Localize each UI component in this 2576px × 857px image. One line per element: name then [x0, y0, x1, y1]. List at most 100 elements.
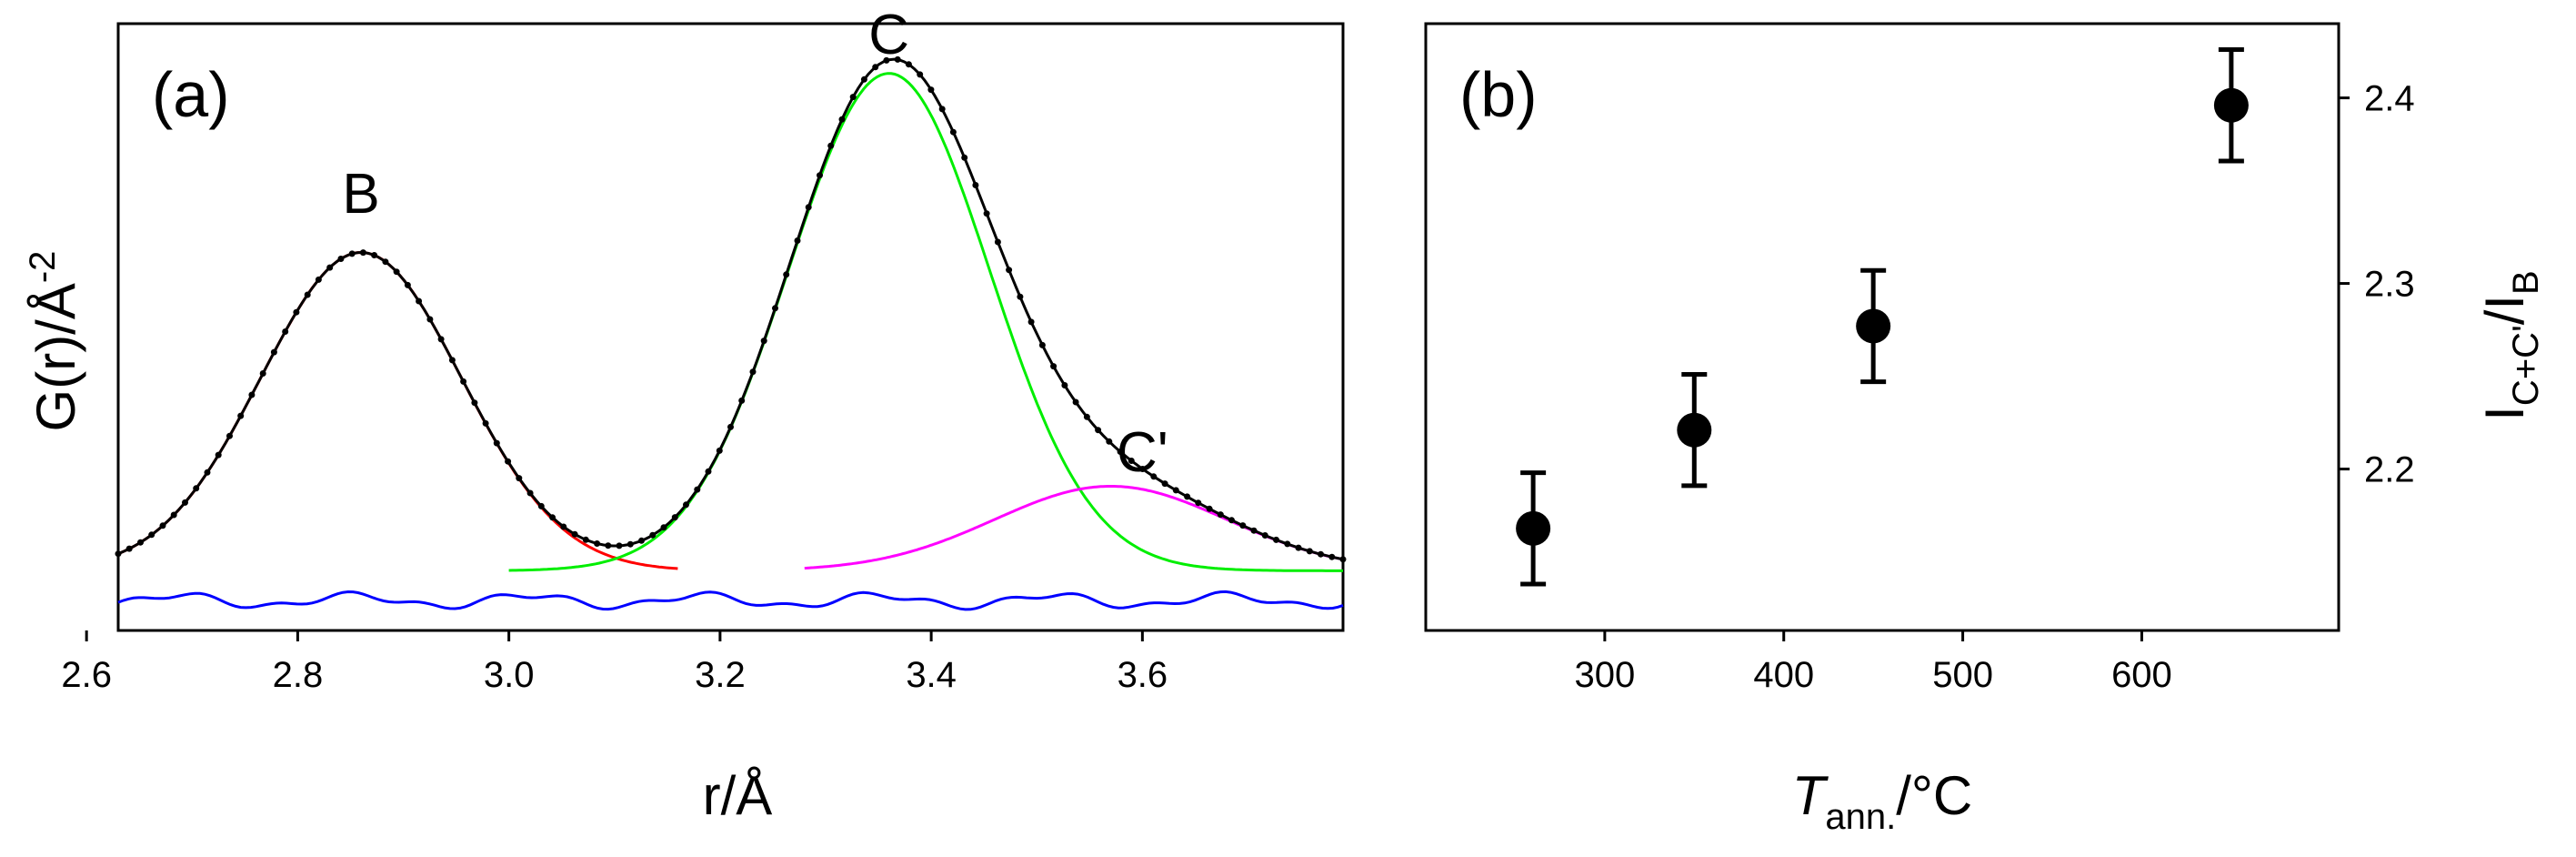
data-point — [315, 276, 322, 283]
data-point — [1061, 382, 1068, 388]
data-point — [393, 268, 400, 276]
data-point — [1284, 540, 1291, 548]
data-point — [516, 475, 523, 482]
data-point — [437, 336, 445, 343]
data-point — [894, 55, 901, 63]
panel-b: 300 400 500 600 2.2 2.3 2.4 (b) Tann./°C IC+C… — [1424, 22, 2546, 837]
scatter-point — [1856, 267, 1891, 385]
curve-experimental — [117, 57, 1344, 561]
data-marker — [1516, 510, 1551, 546]
panel-b-frame — [1424, 22, 2340, 632]
panel-a-y-axis-label: G(r)/Å-2 — [23, 251, 86, 432]
curve-b — [117, 250, 678, 570]
data-point — [282, 328, 289, 335]
panel-b-y-ticks: 2.2 2.3 2.4 — [2339, 79, 2415, 490]
data-point — [594, 540, 601, 547]
data-point — [605, 542, 612, 549]
data-point — [994, 238, 1001, 246]
data-point — [193, 485, 200, 492]
data-point — [159, 522, 166, 529]
panel-a: 2.6 2.8 3.0 3.2 3.4 3.6 (a) B C C' r/Å G(r)/Å-2 — [23, 4, 1347, 826]
panel-a-y-axis-label-exponent: -2 — [23, 251, 63, 284]
y-tick-label: 2.3 — [2364, 265, 2415, 305]
panel-b-x-axis-label-main: T — [1792, 765, 1829, 826]
data-point — [215, 451, 222, 459]
data-marker — [1856, 308, 1891, 344]
data-point — [1172, 487, 1179, 494]
data-point — [1261, 532, 1268, 539]
panel-b-y-axis-label-suffix: /I — [2474, 295, 2535, 325]
data-point — [371, 252, 378, 258]
data-point — [204, 469, 211, 476]
data-point — [760, 338, 767, 345]
data-point — [783, 271, 790, 278]
y-tick-label: 2.4 — [2364, 79, 2415, 119]
data-point — [482, 419, 489, 427]
data-point — [1161, 480, 1168, 488]
data-point — [560, 523, 567, 530]
data-point — [817, 172, 823, 179]
data-point — [426, 316, 434, 323]
panel-b-points — [1516, 47, 2249, 587]
data-point — [671, 514, 678, 521]
data-point — [326, 264, 334, 271]
panel-b-x-ticks: 300 400 500 600 — [1574, 630, 2172, 695]
scatter-point — [1516, 470, 1551, 587]
scatter-point — [2213, 47, 2249, 164]
data-point — [626, 540, 634, 548]
curve-residual — [117, 590, 1344, 611]
data-point — [1228, 517, 1235, 524]
data-point — [1250, 527, 1258, 534]
data-point — [148, 531, 155, 539]
data-point — [872, 64, 879, 71]
data-point — [1072, 398, 1079, 406]
data-point — [416, 297, 423, 305]
x-tick-label: 600 — [2111, 655, 2172, 695]
peak-label: C' — [1117, 421, 1168, 484]
data-point — [738, 397, 746, 404]
data-point — [1117, 449, 1124, 455]
data-point — [337, 256, 345, 262]
data-point — [237, 412, 245, 419]
panel-b-y-axis-label: IC+C'/IB — [2474, 270, 2546, 420]
x-tick-label: 500 — [1932, 655, 1993, 695]
panel-a-x-axis-label: r/Å — [703, 765, 773, 826]
data-point — [794, 237, 801, 244]
data-marker — [2213, 87, 2249, 123]
data-point — [125, 545, 133, 552]
data-point — [1239, 522, 1247, 529]
data-point — [1217, 511, 1224, 519]
data-point — [1027, 318, 1035, 326]
panel-b-y-axis-label-subscript-2: B — [2506, 270, 2546, 295]
data-point — [404, 281, 411, 288]
data-point — [849, 94, 857, 101]
panel-a-peak-labels: B C C' — [342, 4, 1168, 484]
data-point — [716, 447, 723, 454]
data-point — [382, 258, 389, 266]
data-point — [616, 542, 623, 549]
data-point — [1195, 499, 1202, 507]
data-point — [1150, 473, 1158, 480]
data-point — [471, 399, 478, 407]
data-point — [1306, 548, 1313, 555]
data-point — [359, 249, 366, 257]
data-point — [182, 499, 188, 506]
panel-a-curves — [115, 55, 1347, 611]
x-tick-label: 400 — [1753, 655, 1814, 695]
x-tick-label: 2.8 — [273, 655, 324, 695]
data-point — [270, 348, 277, 356]
data-point — [883, 56, 890, 64]
data-point — [1083, 413, 1090, 420]
x-tick-label: 300 — [1574, 655, 1635, 695]
curve-c — [508, 72, 1343, 572]
data-point — [170, 511, 177, 519]
x-tick-label: 3.2 — [695, 655, 746, 695]
x-tick-label: 2.6 — [61, 655, 112, 695]
data-point — [961, 154, 968, 161]
panel-a-label: (a) — [152, 59, 230, 130]
data-point — [749, 368, 757, 376]
data-point — [537, 502, 545, 509]
data-point — [1339, 556, 1347, 563]
panel-a-x-ticks: 2.6 2.8 3.0 3.2 3.4 3.6 — [61, 630, 1168, 695]
data-marker — [1677, 412, 1712, 448]
